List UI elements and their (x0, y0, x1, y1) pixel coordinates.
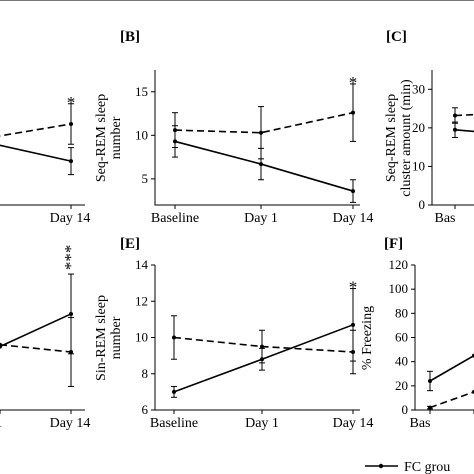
legend-label-fc-group: FC grou (404, 460, 450, 474)
axis-lines (0, 409, 85, 411)
y-tick-label: 5 (142, 171, 149, 186)
chart-panel-4: 1 Day 14 *** (0, 245, 90, 431)
data-point (173, 128, 177, 133)
series-line-fc-group (0, 144, 72, 162)
significance-marker: * (349, 73, 358, 92)
y-axis-label-line: Seq-REM sleep (384, 94, 399, 182)
y-axis-label: Sin-REM sleepnumber (94, 295, 124, 381)
y-tick-label: 120 (389, 257, 409, 272)
y-tick-label: 30 (412, 81, 425, 96)
significance-marker: * (67, 93, 76, 112)
series-line-control (173, 336, 354, 353)
y-tick-label: 60 (395, 330, 408, 345)
data-point (351, 189, 355, 194)
series-line-control (174, 111, 354, 134)
y-axis-label: Seq-REM sleepnumber (94, 94, 124, 182)
y-tick-label: 8 (142, 366, 149, 381)
significance-marker: * (349, 278, 358, 297)
axis-lines (0, 204, 85, 206)
legend-marker-fc-group (378, 463, 384, 469)
y-tick-label: 20 (395, 378, 408, 393)
data-point (428, 379, 432, 383)
chart-panel-2: 5 10 15 Baseline Day 1 Day 14 [B] Seq-REM sleep… (94, 29, 373, 226)
y-tick-label: 10 (135, 127, 148, 142)
y-tick-label: 6 (142, 402, 149, 417)
series-line-control (429, 391, 474, 409)
x-tick-label: Day 1 (244, 211, 278, 226)
panel-label: [E] (120, 236, 140, 252)
data-point (453, 127, 457, 132)
data-point (172, 335, 176, 340)
chart-panel-1: Day 14 * (0, 93, 91, 226)
panel-label: [B] (120, 29, 140, 45)
y-tick-label: 14 (135, 257, 149, 272)
data-point (351, 350, 355, 354)
y-axis-label-line: number (109, 316, 124, 359)
data-point (351, 110, 355, 115)
data-point (0, 342, 2, 347)
y-tick-label: 40 (395, 354, 408, 369)
series-line-control (0, 123, 72, 137)
x-tick-label: Day 14 (333, 211, 374, 226)
data-point (453, 113, 457, 118)
y-tick-label: 0 (402, 402, 409, 417)
significance-marker: *** (61, 245, 80, 271)
y-tick-label: 15 (135, 84, 148, 99)
y-axis-label-line: Seq-REM sleep (94, 94, 109, 182)
x-tick-label: Bas (435, 211, 456, 226)
x-tick-label: Day 14 (333, 416, 374, 431)
y-axis-label-line: Sin-REM sleep (94, 295, 109, 381)
data-point (259, 162, 263, 167)
data-point (260, 344, 264, 349)
series-line-fc-group (429, 354, 474, 382)
axis-lines (414, 265, 474, 411)
x-tick-label: Day 14 (50, 211, 91, 226)
y-axis-label: % Freezing (360, 306, 375, 370)
legend: FC grou (365, 460, 450, 474)
series-line-control (454, 113, 474, 117)
y-tick-label: 10 (135, 330, 148, 345)
data-point (259, 130, 263, 135)
data-point (69, 122, 73, 126)
y-axis-label-line: number (109, 116, 124, 159)
x-tick-label: Day 14 (50, 416, 91, 431)
chart-panel-6: 0 20 40 60 80 100 120 Bas [F] % Freezing (360, 236, 474, 431)
data-point (428, 405, 432, 410)
y-tick-label: 80 (395, 305, 408, 320)
series-line-control (0, 343, 72, 353)
data-point (351, 322, 355, 327)
series-line-fc-group (0, 313, 72, 348)
y-tick-label: 100 (389, 281, 409, 296)
x-tick-label: Baseline (150, 416, 198, 431)
series-line-fc-group (454, 128, 474, 133)
panel-label: [C] (386, 29, 407, 45)
panel-label: [F] (384, 236, 403, 252)
data-point (172, 389, 176, 394)
chart-panel-3: 0 10 20 30 Bas [C] Seq-REM sleepcluster amount… (384, 29, 474, 226)
y-axis-label-line: cluster amount (min) (399, 79, 414, 197)
y-tick-label: 0 (419, 197, 426, 212)
data-point (69, 350, 73, 354)
x-tick-label: 1 (0, 416, 3, 431)
data-point (69, 311, 73, 316)
axis-lines (154, 70, 360, 206)
x-tick-label: Baseline (151, 211, 199, 226)
x-tick-label: Bas (410, 416, 431, 431)
y-axis-label-line: % Freezing (360, 306, 375, 370)
x-tick-label: Day 1 (245, 416, 279, 431)
y-tick-label: 10 (412, 158, 425, 173)
chart-panel-5: 6 8 10 12 14 Baseline Day 1 Day 14 [E] Sin-REM sl… (94, 236, 373, 431)
y-tick-label: 12 (135, 293, 148, 308)
y-axis-label: Seq-REM sleepcluster amount (min) (384, 79, 414, 197)
data-point (69, 159, 73, 164)
y-tick-label: 20 (412, 120, 425, 135)
